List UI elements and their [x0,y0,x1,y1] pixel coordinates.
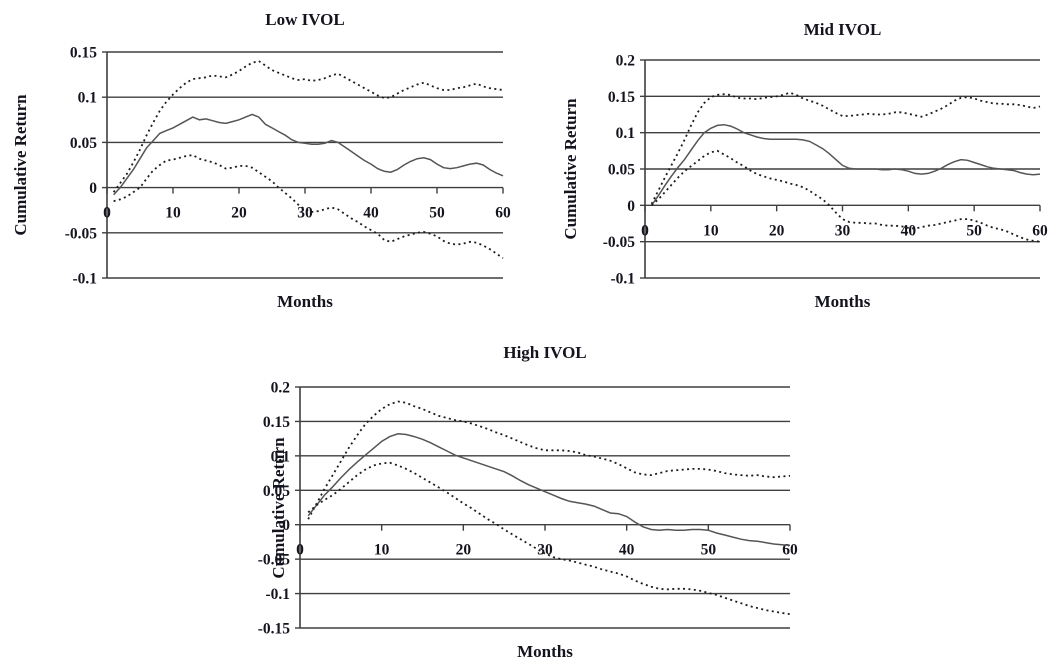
y-tick-label: 0.2 [271,380,291,397]
series-solid-mean [113,113,504,196]
x-tick-label: 60 [495,205,511,222]
y-tick-label: -0.05 [603,234,636,251]
x-tick-label: 0 [641,222,649,239]
x-tick-label: 50 [701,542,717,559]
y-tick-label: 0.2 [616,53,636,70]
x-tick-label: 40 [363,205,379,222]
y-tick-label: 0.05 [263,483,290,500]
y-tick-label: -0.15 [258,621,291,638]
x-tick-label: 20 [456,542,472,559]
x-tick-label: 10 [374,542,390,559]
mid-ivol-plot: 0.2 0.15 0.1 0.05 0 -0.05 -0.1 0 10 20 30 40 50 60 [603,53,1048,288]
chart-title: Low IVOL [265,10,345,29]
y-tick-label: 0.1 [271,448,290,465]
y-tick-label: 0.15 [608,89,635,106]
x-tick-label: 20 [769,222,785,239]
x-tick-label: 10 [165,205,181,222]
chart-low-ivol: Low IVOL Cumulative Return 0.15 0.1 0.05 0-… [0,0,545,332]
x-axis-label: Months [277,292,333,311]
x-tick-label: 0 [103,205,111,222]
y-tick-label: -0.1 [610,271,635,288]
x-tick-label: 30 [835,222,851,239]
low-ivol-plot: 0.15 0.1 0.05 0 -0.05 -0.1 0 10 20 30 40 50 60 [65,45,511,288]
x-axis-label: Months [517,642,573,661]
y-tick-label: 0.05 [70,135,97,152]
x-axis-label: Months [814,292,871,311]
chart-high-ivol: High IVOL Cumulative Return 0.2 0.15 0.1 0.… [255,335,820,672]
x-tick-label: 40 [901,222,917,239]
x-tick-label: 40 [619,542,635,559]
y-tick-label: -0.05 [65,225,98,242]
series-upper-dotted-band [307,400,791,520]
series-upper-dotted-band [112,60,504,193]
x-tick-label: 20 [231,205,247,222]
y-tick-label: -0.1 [72,271,97,288]
chart-mid-ivol: Mid IVOL Cumulative Return 0.2 0.15 0.1 0.0… [555,0,1056,332]
x-tick-label: 10 [703,222,719,239]
y-tick-label: 0 [627,198,635,215]
x-tick-label: 50 [429,205,445,222]
x-tick-label: 60 [1032,222,1048,239]
series-upper-dotted-band [650,91,1041,205]
y-tick-label: 0.05 [608,162,635,179]
x-tick-label: 60 [782,542,798,559]
y-tick-label: -0.05 [258,552,291,569]
high-ivol-plot: 0.20.150.10.050-0.05-0.1-0.150 10 20 30 40 50… [258,380,798,638]
y-tick-label: 0.1 [78,90,97,107]
y-tick-label: 0 [89,180,97,197]
y-tick-label: 0 [282,517,290,534]
chart-title: High IVOL [503,343,587,362]
series-solid-mean [307,433,791,547]
x-tick-label: 30 [297,205,313,222]
x-tick-label: 0 [296,542,304,559]
chart-title: Mid IVOL [803,20,882,39]
y-tick-label: -0.1 [265,586,290,603]
series-lower-dotted-band [307,461,791,616]
y-tick-label: 0.1 [616,125,635,142]
y-tick-label: 0.15 [263,414,290,431]
x-tick-label: 50 [966,222,982,239]
series-solid-mean [650,123,1041,206]
y-tick-label: 0.15 [70,45,97,62]
